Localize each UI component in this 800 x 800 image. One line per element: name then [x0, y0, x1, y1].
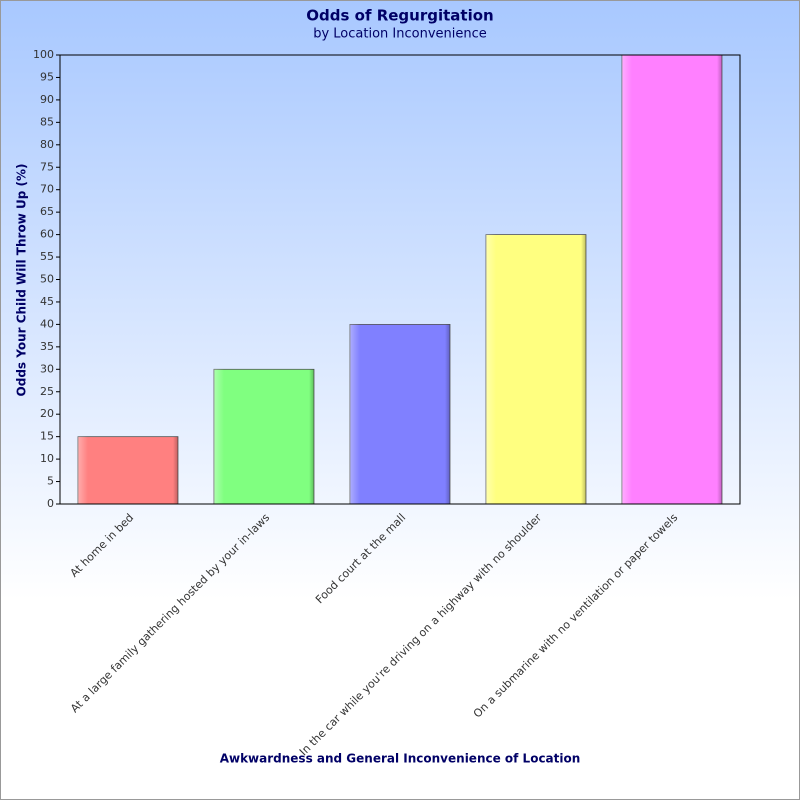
y-tick-label: 65 — [40, 205, 54, 218]
y-tick-label: 40 — [40, 317, 54, 330]
chart-title: Odds of Regurgitation — [306, 7, 493, 25]
y-tick-label: 70 — [40, 183, 54, 196]
y-tick-label: 45 — [40, 295, 54, 308]
y-tick-label: 50 — [40, 273, 54, 286]
y-tick-label: 35 — [40, 340, 54, 353]
bar — [485, 234, 587, 505]
y-axis-title: Odds Your Child Will Throw Up (%) — [15, 164, 29, 397]
y-tick-label: 100 — [33, 48, 54, 61]
x-axis-title: Awkwardness and General Inconvenience of… — [220, 752, 581, 766]
bar — [349, 323, 451, 505]
y-tick-label: 90 — [40, 93, 54, 106]
y-tick-label: 55 — [40, 250, 54, 263]
plot-border — [59, 54, 741, 505]
y-tick-label: 5 — [47, 475, 54, 488]
y-tick-label: 75 — [40, 160, 54, 173]
y-tick-label: 30 — [40, 362, 54, 375]
y-tick-label: 60 — [40, 228, 54, 241]
chart-subtitle: by Location Inconvenience — [313, 27, 487, 42]
y-tick-label: 20 — [40, 407, 54, 420]
bar — [213, 368, 315, 505]
y-tick-label: 10 — [40, 452, 54, 465]
y-tick-label: 15 — [40, 430, 54, 443]
y-tick-label: 80 — [40, 138, 54, 151]
y-tick-label: 95 — [40, 70, 54, 83]
y-tick-label: 85 — [40, 115, 54, 128]
bar — [77, 436, 179, 505]
bar — [621, 54, 723, 505]
y-tick-label: 0 — [47, 497, 54, 510]
y-tick-label: 25 — [40, 385, 54, 398]
